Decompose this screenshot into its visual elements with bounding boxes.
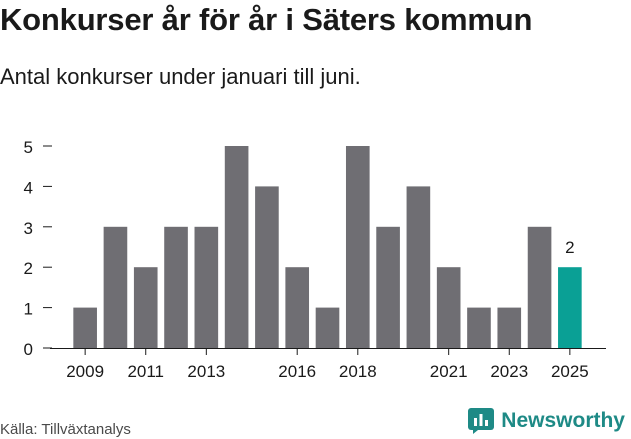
bar [224,146,249,348]
bar [133,267,158,348]
y-tick-label: 2 [24,259,33,278]
y-tick-label: 1 [24,300,33,319]
chart-title: Konkurser år för år i Säters kommun [0,2,533,37]
x-tick-label: 2021 [430,362,468,381]
bar [527,226,552,348]
bar [194,226,219,348]
x-tick-label: 2009 [66,362,104,381]
bar [285,267,310,348]
source-note: Källa: Tillväxtanalys [0,421,131,438]
x-tick-label: 2023 [490,362,528,381]
bar [467,307,491,348]
data-label: 2 [565,238,574,257]
x-tick-label: 2013 [187,362,225,381]
x-tick-label: 2018 [339,362,377,381]
newsworthy-logo-icon [468,408,495,434]
brand-name: Newsworthy [501,409,625,432]
chart-subtitle: Antal konkurser under januari till juni. [0,64,361,89]
y-tick-label: 0 [24,340,33,359]
x-tick-label: 2016 [278,362,316,381]
bar [255,186,279,348]
x-tick-label: 2025 [551,362,589,381]
brand-logo: Newsworthy [467,407,625,435]
bar [436,267,461,348]
bar [406,186,431,348]
bar [103,226,128,348]
bar [345,146,370,348]
y-tick-label: 3 [24,219,33,238]
bar [315,307,340,348]
y-tick-label: 4 [24,178,33,197]
bar [164,226,188,348]
bar [558,267,582,348]
bar [73,307,97,348]
y-tick-label: 5 [24,138,33,157]
bar [376,226,400,348]
bar [497,307,522,348]
bar-chart: 0 1 2 3 4 5 2009 2011 2013 2016 2018 2021 2023 2025 2 [24,138,606,381]
x-tick-label: 2011 [127,362,164,381]
